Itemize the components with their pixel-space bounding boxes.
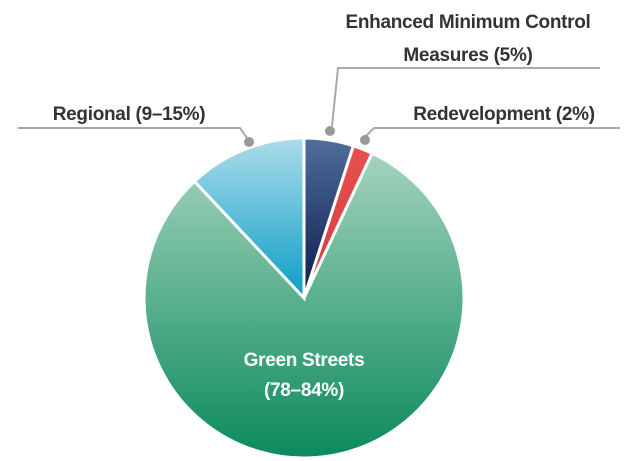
slice-label: Enhanced Minimum Control Measures (5%) (336, 6, 600, 72)
category-label: Enhanced Minimum Control Measures (345, 12, 591, 66)
value-label: (5%) (493, 45, 533, 66)
leader-dot (244, 137, 254, 147)
leader-line (365, 127, 620, 137)
value-label: (78–84%) (264, 380, 344, 401)
leader-lines (18, 67, 620, 139)
leader-line (18, 127, 248, 139)
leader-dot (325, 126, 335, 136)
value-label: (9–15%) (135, 104, 206, 125)
value-label: (2%) (555, 104, 595, 125)
leader-dot (360, 135, 370, 145)
category-label: Redevelopment (413, 104, 551, 125)
slice-label: Redevelopment (2%) (384, 98, 624, 131)
slice-label: Regional (9–15%) (14, 98, 244, 131)
leader-line (331, 67, 600, 127)
slice-label: Green Streets (78–84%) (204, 346, 404, 406)
category-label: Regional (52, 104, 131, 125)
category-label: Green Streets (243, 350, 365, 371)
leader-dots (244, 126, 370, 147)
pie-slice (192, 136, 306, 302)
pie-slice (142, 151, 466, 460)
